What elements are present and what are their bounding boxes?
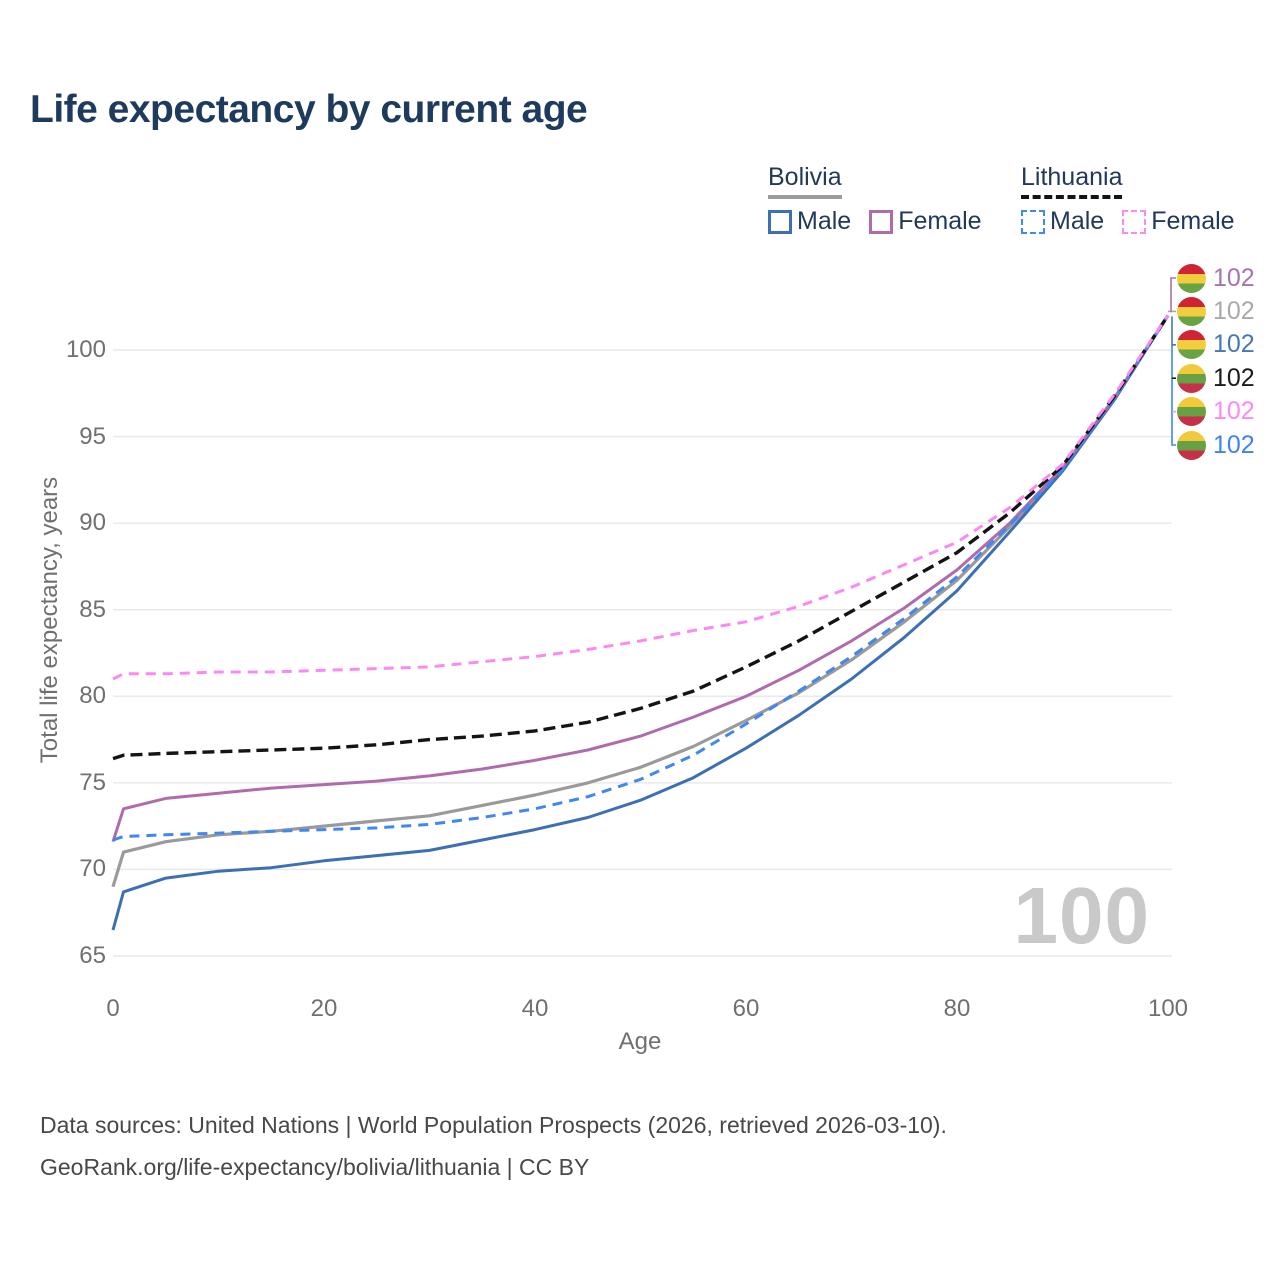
lithuania-flag-icon xyxy=(1177,397,1206,427)
leader-line-lithuania-male xyxy=(1171,344,1176,446)
y-tick-label-90: 90 xyxy=(79,509,106,537)
end-label-lithuania-female: 102 xyxy=(1177,397,1255,427)
bolivia-flag-icon xyxy=(1177,296,1206,326)
solid-box-swatch-icon xyxy=(869,209,894,234)
series-line-bolivia-female xyxy=(111,314,1170,843)
legend-item-bolivia-female[interactable]: Female xyxy=(869,207,982,236)
y-axis-title: Total life expectancy, years xyxy=(36,476,63,764)
lithuania-flag-icon xyxy=(1177,363,1206,393)
hover-age-watermark: 100 xyxy=(1013,871,1150,960)
data-source-line: Data sources: United Nations | World Pop… xyxy=(40,1112,947,1138)
legend-item-label: Female xyxy=(898,207,982,235)
dashed-box-swatch-icon xyxy=(1122,209,1147,234)
plot-area[interactable] xyxy=(113,310,1170,956)
y-tick-label-70: 70 xyxy=(79,855,106,883)
x-tick-label-0: 0 xyxy=(106,995,120,1022)
end-value-lithuania-all: 102 xyxy=(1213,363,1255,392)
legend-item-label: Male xyxy=(1050,207,1105,235)
footer: Data sources: United Nations | World Pop… xyxy=(40,1104,947,1188)
legend-item-lithuania-male[interactable]: Male xyxy=(1021,207,1104,236)
end-label-lithuania-all: 102 xyxy=(1177,363,1255,393)
y-tick-label-75: 75 xyxy=(79,768,106,796)
page-title: Life expectancy by current age xyxy=(30,88,588,131)
series-line-bolivia-male xyxy=(111,314,1170,931)
end-value-bolivia-all: 102 xyxy=(1213,296,1255,325)
dashed-box-swatch-icon xyxy=(1021,209,1045,234)
end-label-bolivia-male: 102 xyxy=(1177,330,1255,360)
end-value-bolivia-female: 102 xyxy=(1213,263,1255,292)
legend-country-bolivia: Bolivia xyxy=(768,163,842,199)
series-line-bolivia-all xyxy=(111,314,1170,888)
x-tick-label-100: 100 xyxy=(1147,995,1189,1022)
legend-group-bolivia: Bolivia Male Female xyxy=(768,163,1000,236)
legend-country-label: Bolivia xyxy=(768,163,842,191)
leader-line-bolivia-male xyxy=(1171,316,1176,346)
y-tick-label-100: 100 xyxy=(65,335,106,363)
end-label-bolivia-all: 102 xyxy=(1177,296,1255,326)
legend-country-lithuania: Lithuania xyxy=(1021,163,1123,199)
end-label-bolivia-female: 102 xyxy=(1177,263,1255,293)
y-tick-label-95: 95 xyxy=(79,422,106,450)
solid-line-swatch xyxy=(768,195,842,199)
dashed-line-swatch xyxy=(1021,195,1123,199)
x-tick-label-80: 80 xyxy=(943,995,971,1022)
x-tick-label-40: 40 xyxy=(521,995,549,1022)
end-label-lithuania-male: 102 xyxy=(1177,430,1255,460)
y-tick-label-65: 65 xyxy=(79,942,106,969)
x-axis-title: Age xyxy=(618,1028,662,1055)
x-tick-label-20: 20 xyxy=(310,995,338,1022)
legend-item-label: Male xyxy=(797,207,852,235)
leader-line-bolivia-female xyxy=(1170,277,1176,313)
end-value-lithuania-female: 102 xyxy=(1213,397,1255,426)
legend-country-label: Lithuania xyxy=(1021,163,1123,191)
legend-item-bolivia-male[interactable]: Male xyxy=(768,207,851,236)
series-line-lithuania-all xyxy=(112,314,1170,761)
bolivia-flag-icon xyxy=(1177,263,1206,293)
legend-item-lithuania-female[interactable]: Female xyxy=(1122,207,1235,236)
end-value-bolivia-male: 102 xyxy=(1213,330,1255,359)
attribution-line: GeoRank.org/life-expectancy/bolivia/lith… xyxy=(40,1154,590,1180)
lithuania-flag-icon xyxy=(1177,430,1206,460)
y-tick-label-85: 85 xyxy=(79,595,106,623)
x-tick-label-60: 60 xyxy=(732,995,760,1022)
bolivia-flag-icon xyxy=(1177,330,1206,360)
solid-box-swatch-icon xyxy=(768,209,792,234)
end-value-lithuania-male: 102 xyxy=(1213,430,1255,459)
legend-item-label: Female xyxy=(1151,207,1235,235)
legend-group-lithuania: Lithuania Male Female xyxy=(1021,163,1253,236)
y-tick-label-80: 80 xyxy=(79,682,106,710)
